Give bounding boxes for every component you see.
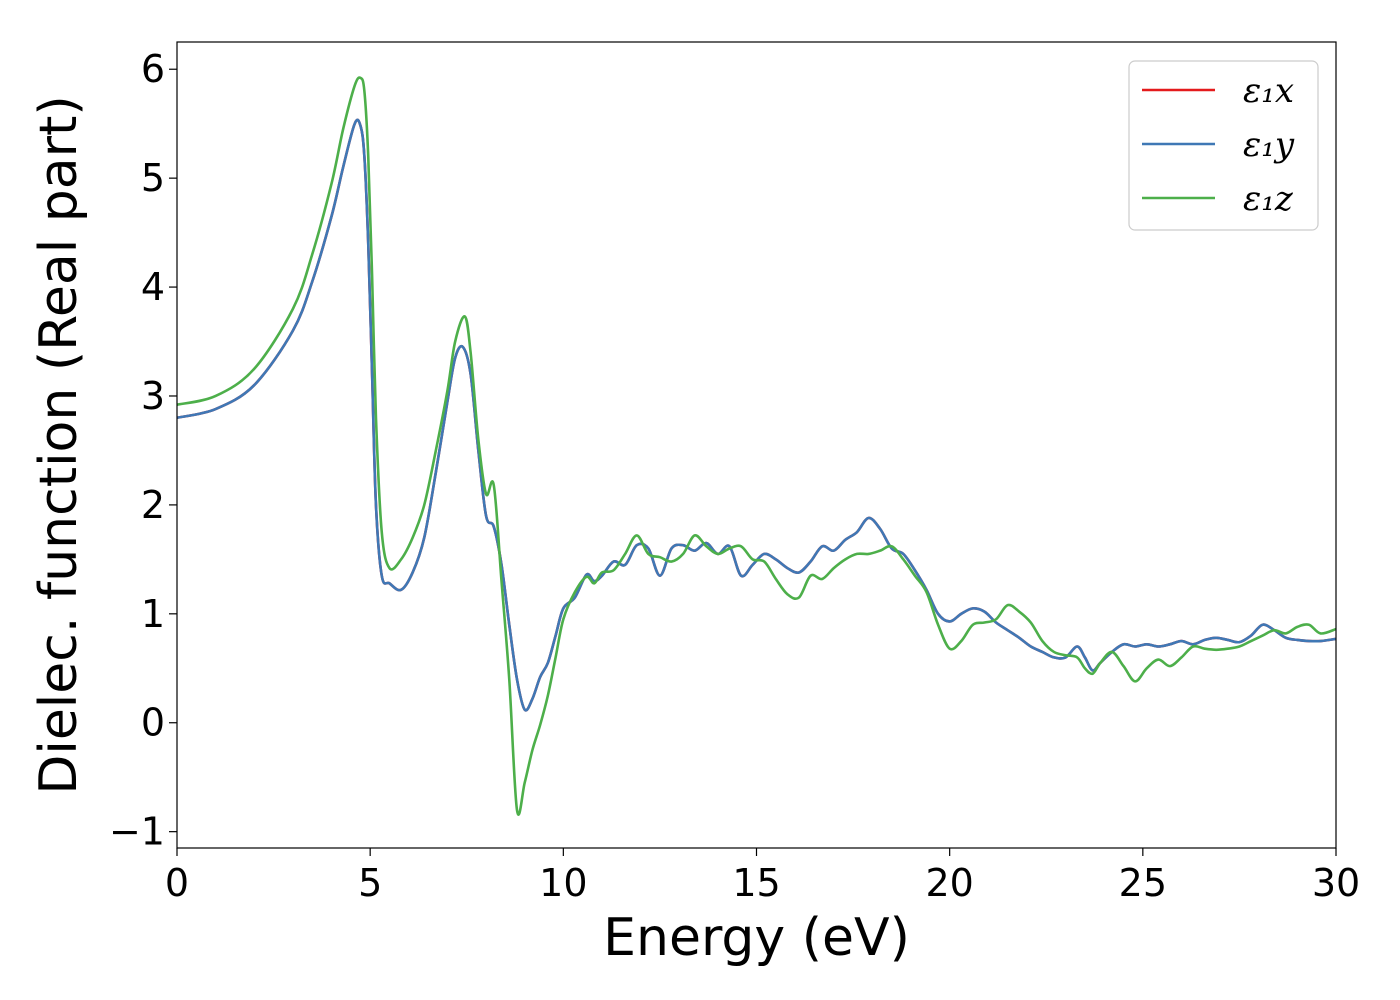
x-tick-label: 0 — [165, 861, 189, 905]
legend-label-2: ε₁y — [1243, 125, 1295, 165]
y-tick-label: −1 — [109, 810, 165, 854]
x-tick-label: 30 — [1312, 861, 1360, 905]
x-axis-ticks: 0 5 10 15 20 25 30 — [165, 848, 1360, 905]
x-tick-label: 20 — [925, 861, 973, 905]
y-tick-label: 1 — [141, 592, 165, 636]
x-tick-label: 25 — [1119, 861, 1167, 905]
legend-label-3: ε₁z — [1243, 179, 1294, 219]
y-tick-label: 5 — [141, 156, 165, 200]
y-tick-label: 3 — [141, 374, 165, 418]
legend-box — [1128, 60, 1319, 231]
series-line-3 — [177, 76, 1336, 816]
y-tick-label: 4 — [141, 265, 165, 309]
legend-label-1: ε₁x — [1243, 71, 1294, 111]
x-tick-label: 15 — [732, 861, 780, 905]
y-tick-label: 6 — [141, 47, 165, 91]
y-tick-label: 0 — [141, 701, 165, 745]
y-axis-label: Dielec. function (Real part) — [29, 95, 89, 794]
x-tick-label: 10 — [539, 861, 587, 905]
legend: ε₁x ε₁y ε₁z — [1128, 60, 1319, 231]
x-axis-label: Energy (eV) — [603, 908, 910, 968]
series-layer — [177, 76, 1336, 816]
series-line-2 — [177, 118, 1336, 712]
y-tick-label: 2 — [141, 483, 165, 527]
y-axis-ticks: −1 0 1 2 3 4 5 6 — [109, 47, 177, 854]
x-tick-label: 5 — [358, 861, 382, 905]
